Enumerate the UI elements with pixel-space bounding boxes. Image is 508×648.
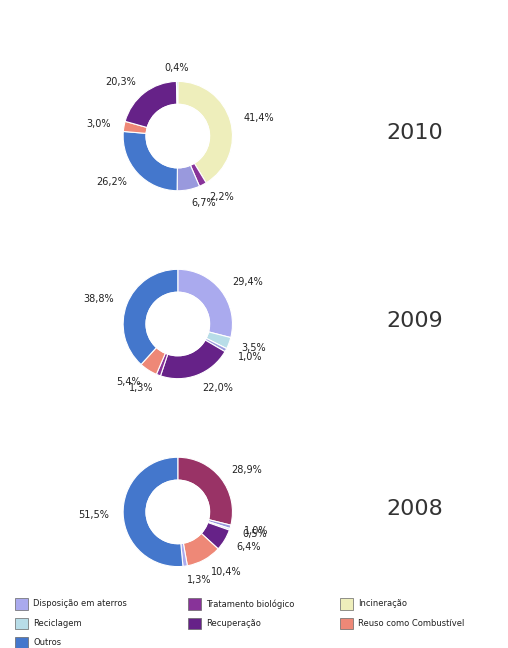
Text: 28,9%: 28,9% — [232, 465, 263, 475]
Circle shape — [146, 480, 209, 544]
Wedge shape — [123, 270, 178, 364]
Text: Reuso como Combustível: Reuso como Combustível — [358, 619, 464, 628]
Text: 0,4%: 0,4% — [165, 63, 189, 73]
Wedge shape — [178, 270, 233, 338]
Wedge shape — [205, 338, 227, 352]
Text: 1,3%: 1,3% — [129, 383, 153, 393]
Text: 0,5%: 0,5% — [243, 529, 267, 538]
Text: 2,2%: 2,2% — [209, 192, 234, 202]
Wedge shape — [190, 163, 206, 186]
Wedge shape — [161, 340, 225, 378]
Text: 38,8%: 38,8% — [83, 294, 114, 305]
Text: Outros: Outros — [33, 638, 61, 647]
Wedge shape — [123, 457, 183, 566]
Wedge shape — [208, 520, 231, 529]
Text: 6,7%: 6,7% — [191, 198, 216, 208]
Text: 51,5%: 51,5% — [79, 510, 110, 520]
Text: 41,4%: 41,4% — [244, 113, 274, 122]
Wedge shape — [123, 121, 147, 133]
Text: 3,5%: 3,5% — [242, 343, 266, 353]
Text: 29,4%: 29,4% — [232, 277, 263, 287]
Text: 2008: 2008 — [386, 499, 443, 518]
Text: Reciclagem: Reciclagem — [33, 619, 82, 628]
Wedge shape — [201, 522, 229, 549]
Text: 26,2%: 26,2% — [97, 177, 127, 187]
Wedge shape — [181, 543, 187, 566]
Wedge shape — [156, 353, 168, 376]
Text: 1,3%: 1,3% — [187, 575, 211, 584]
Text: 2009: 2009 — [386, 311, 443, 330]
Wedge shape — [178, 82, 233, 183]
Wedge shape — [141, 347, 166, 375]
Text: 1,0%: 1,0% — [238, 352, 262, 362]
Text: Tratamento biológico: Tratamento biológico — [206, 599, 294, 608]
Text: 1,0%: 1,0% — [243, 526, 268, 536]
Wedge shape — [123, 132, 177, 191]
Wedge shape — [176, 82, 178, 104]
Text: 20,3%: 20,3% — [105, 77, 136, 87]
Text: Incineração: Incineração — [358, 599, 407, 608]
Text: 10,4%: 10,4% — [211, 567, 241, 577]
Wedge shape — [125, 82, 177, 128]
Text: 6,4%: 6,4% — [236, 542, 261, 552]
Text: 2010: 2010 — [386, 123, 443, 143]
Wedge shape — [208, 522, 230, 530]
Circle shape — [146, 292, 209, 356]
Text: 22,0%: 22,0% — [202, 383, 233, 393]
Circle shape — [146, 104, 209, 168]
Text: Disposição em aterros: Disposição em aterros — [33, 599, 127, 608]
Wedge shape — [177, 165, 200, 191]
Text: Recuperação: Recuperação — [206, 619, 261, 628]
Wedge shape — [178, 457, 233, 525]
Wedge shape — [206, 338, 227, 349]
Wedge shape — [183, 533, 218, 566]
Wedge shape — [206, 332, 231, 349]
Text: 3,0%: 3,0% — [86, 119, 111, 129]
Text: 5,4%: 5,4% — [116, 376, 141, 387]
